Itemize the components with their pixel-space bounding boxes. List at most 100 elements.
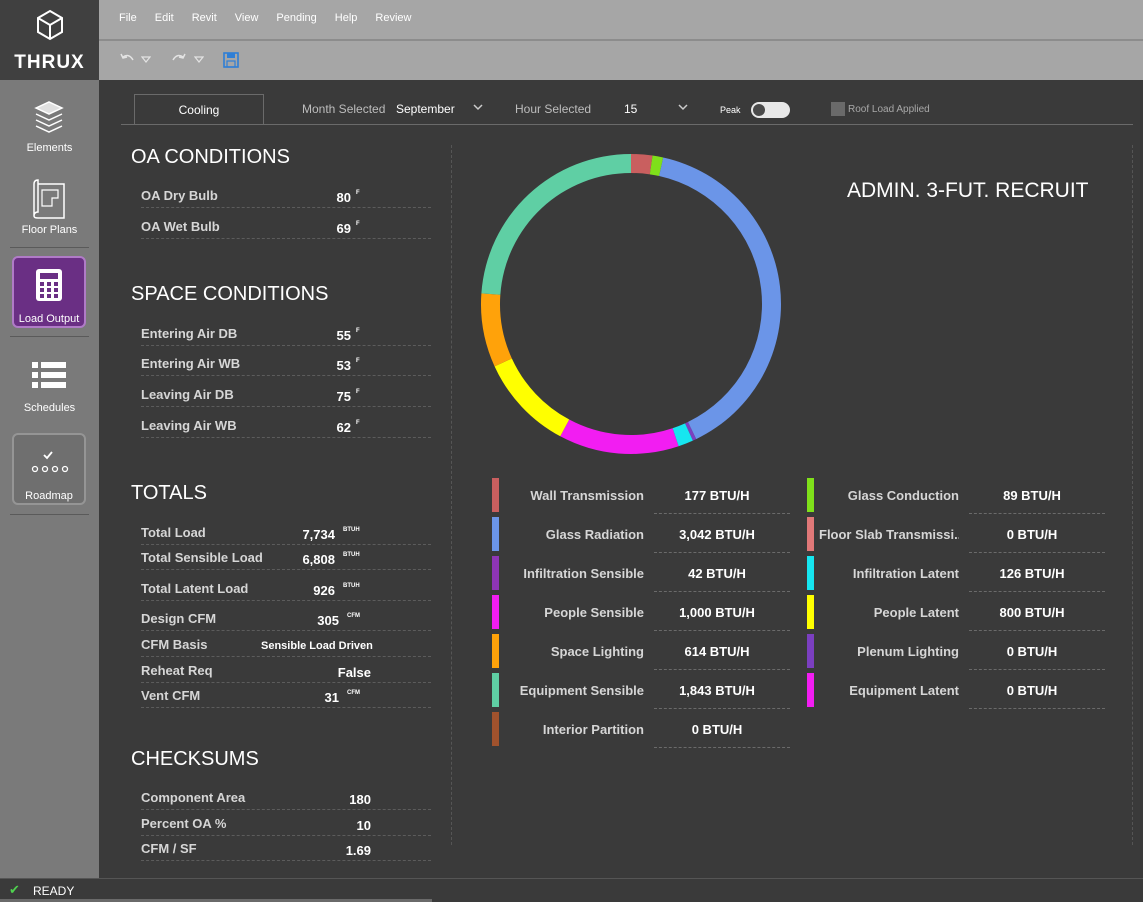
legend-swatch xyxy=(492,634,499,668)
legend-label: Space Lighting xyxy=(550,644,644,659)
menu-view[interactable]: View xyxy=(234,12,259,24)
legend-label: Interior Partition xyxy=(542,722,644,737)
row-oa-wet-bulb: OA Wet Bulb 69 F xyxy=(141,215,431,239)
legend-item: Space Lighting 614 BTU/H xyxy=(492,634,792,670)
app-logo: THRUX xyxy=(0,0,99,80)
status-bar: ✔ READY xyxy=(0,878,1143,902)
legend-swatch xyxy=(807,556,814,590)
menu-divider xyxy=(99,39,1143,41)
donut-slice-space-lighting xyxy=(481,293,512,367)
load-donut-chart xyxy=(481,154,781,454)
row-value: 305 xyxy=(317,613,339,628)
peak-label: Peak xyxy=(720,105,741,115)
legend-value: 1,000 BTU/H xyxy=(679,605,755,620)
row-unit: BTUH xyxy=(343,552,360,558)
menu-edit[interactable]: Edit xyxy=(154,12,174,24)
chevron-down-icon[interactable] xyxy=(678,102,688,112)
legend-value: 177 BTU/H xyxy=(684,488,750,503)
donut-slice-glass-conduction xyxy=(649,155,664,177)
legend-underline xyxy=(969,591,1105,592)
room-title: ADMIN. 3-FUT. RECRUIT xyxy=(847,179,1089,202)
legend-item: Infiltration Latent 126 BTU/H xyxy=(807,556,1107,592)
row-value: 180 xyxy=(349,792,371,807)
row-label: OA Wet Bulb xyxy=(141,219,220,234)
menu-pending[interactable]: Pending xyxy=(276,12,317,24)
month-select[interactable]: September xyxy=(396,102,455,116)
legend-value: 0 BTU/H xyxy=(1006,527,1058,542)
legend-item: Plenum Lighting 0 BTU/H xyxy=(807,634,1107,670)
legend-item: Wall Transmission 177 BTU/H xyxy=(492,478,792,514)
legend-swatch xyxy=(492,478,499,512)
legend-value: 800 BTU/H xyxy=(999,605,1065,620)
row-unit: F xyxy=(356,328,360,334)
legend-swatch xyxy=(807,634,814,668)
redo-dropdown-icon[interactable] xyxy=(194,56,204,64)
row-label: Total Latent Load xyxy=(141,581,249,596)
sidebar-divider xyxy=(10,336,89,337)
sidebar-item-label: Elements xyxy=(26,142,73,154)
status-text: READY xyxy=(33,884,75,898)
sidebar: THRUX Elements Floor Plans xyxy=(0,0,99,878)
row-total-load: Total Load 7,734 BTUH xyxy=(141,521,431,545)
legend-swatch xyxy=(492,595,499,629)
legend-item: Interior Partition 0 BTU/H xyxy=(492,712,792,748)
panel-divider xyxy=(1132,145,1133,845)
row-value: Sensible Load Driven xyxy=(261,640,373,652)
donut-slice-plenum-lighting xyxy=(685,421,697,441)
row-unit: CFM xyxy=(347,613,360,619)
row-unit: CFM xyxy=(347,690,360,696)
sidebar-divider xyxy=(10,514,89,515)
row-cfm-per-sf: CFM / SF 1.69 xyxy=(141,837,431,861)
legend-swatch xyxy=(492,517,499,551)
chevron-down-icon[interactable] xyxy=(473,102,483,112)
donut-slice-infiltration-latent xyxy=(672,423,693,447)
logo-text: THRUX xyxy=(14,52,85,73)
undo-dropdown-icon[interactable] xyxy=(141,56,151,64)
row-label: CFM / SF xyxy=(141,841,197,856)
tab-cooling[interactable]: Cooling xyxy=(134,94,264,125)
sidebar-item-floor-plans[interactable]: Floor Plans xyxy=(0,176,99,240)
legend-value: 0 BTU/H xyxy=(691,722,743,737)
legend-swatch xyxy=(807,673,814,707)
save-icon[interactable] xyxy=(223,52,239,68)
sidebar-item-load-output[interactable]: Load Output xyxy=(12,256,86,328)
legend-value: 0 BTU/H xyxy=(1006,644,1058,659)
peak-toggle[interactable] xyxy=(751,102,790,118)
sidebar-item-roadmap[interactable]: Roadmap xyxy=(12,433,86,505)
row-label: Reheat Req xyxy=(141,663,213,678)
menu-bar: File Edit Revit View Pending Help Review xyxy=(119,12,430,24)
row-leaving-air-db: Leaving Air DB 75 F xyxy=(141,383,431,407)
menu-review[interactable]: Review xyxy=(375,12,412,24)
hour-select[interactable]: 15 xyxy=(624,102,638,116)
legend-value: 1,843 BTU/H xyxy=(679,683,755,698)
roof-load-checkbox[interactable] xyxy=(831,102,845,116)
legend-item: Infiltration Sensible 42 BTU/H xyxy=(492,556,792,592)
redo-icon[interactable] xyxy=(171,52,187,66)
undo-icon[interactable] xyxy=(119,52,135,66)
legend-label: People Sensible xyxy=(544,605,644,620)
row-entering-air-wb: Entering Air WB 53 F xyxy=(141,352,431,376)
legend-label: Plenum Lighting xyxy=(857,644,959,659)
legend-swatch xyxy=(492,712,499,746)
sidebar-item-label: Roadmap xyxy=(25,490,73,502)
row-unit: F xyxy=(356,420,360,426)
menu-help[interactable]: Help xyxy=(334,12,358,24)
menu-file[interactable]: File xyxy=(119,12,137,24)
row-unit: F xyxy=(356,190,360,196)
legend-underline xyxy=(654,669,790,670)
legend-underline xyxy=(969,708,1105,709)
sidebar-item-schedules[interactable]: Schedules xyxy=(0,354,99,418)
cube-icon xyxy=(37,9,63,41)
donut-slice-equipment-sensible xyxy=(481,154,631,295)
row-value: 75 xyxy=(336,389,351,404)
row-reheat-req: Reheat Req False xyxy=(141,659,431,683)
row-vent-cfm: Vent CFM 31 CFM xyxy=(141,684,431,708)
legend-label: Glass Radiation xyxy=(545,527,644,542)
legend-value: 614 BTU/H xyxy=(684,644,750,659)
legend-item: Equipment Sensible 1,843 BTU/H xyxy=(492,673,792,709)
legend-label: Equipment Latent xyxy=(849,683,959,698)
sidebar-item-elements[interactable]: Elements xyxy=(0,94,99,158)
row-label: Total Load xyxy=(141,525,206,540)
menu-revit[interactable]: Revit xyxy=(191,12,217,24)
legend-underline xyxy=(654,591,790,592)
